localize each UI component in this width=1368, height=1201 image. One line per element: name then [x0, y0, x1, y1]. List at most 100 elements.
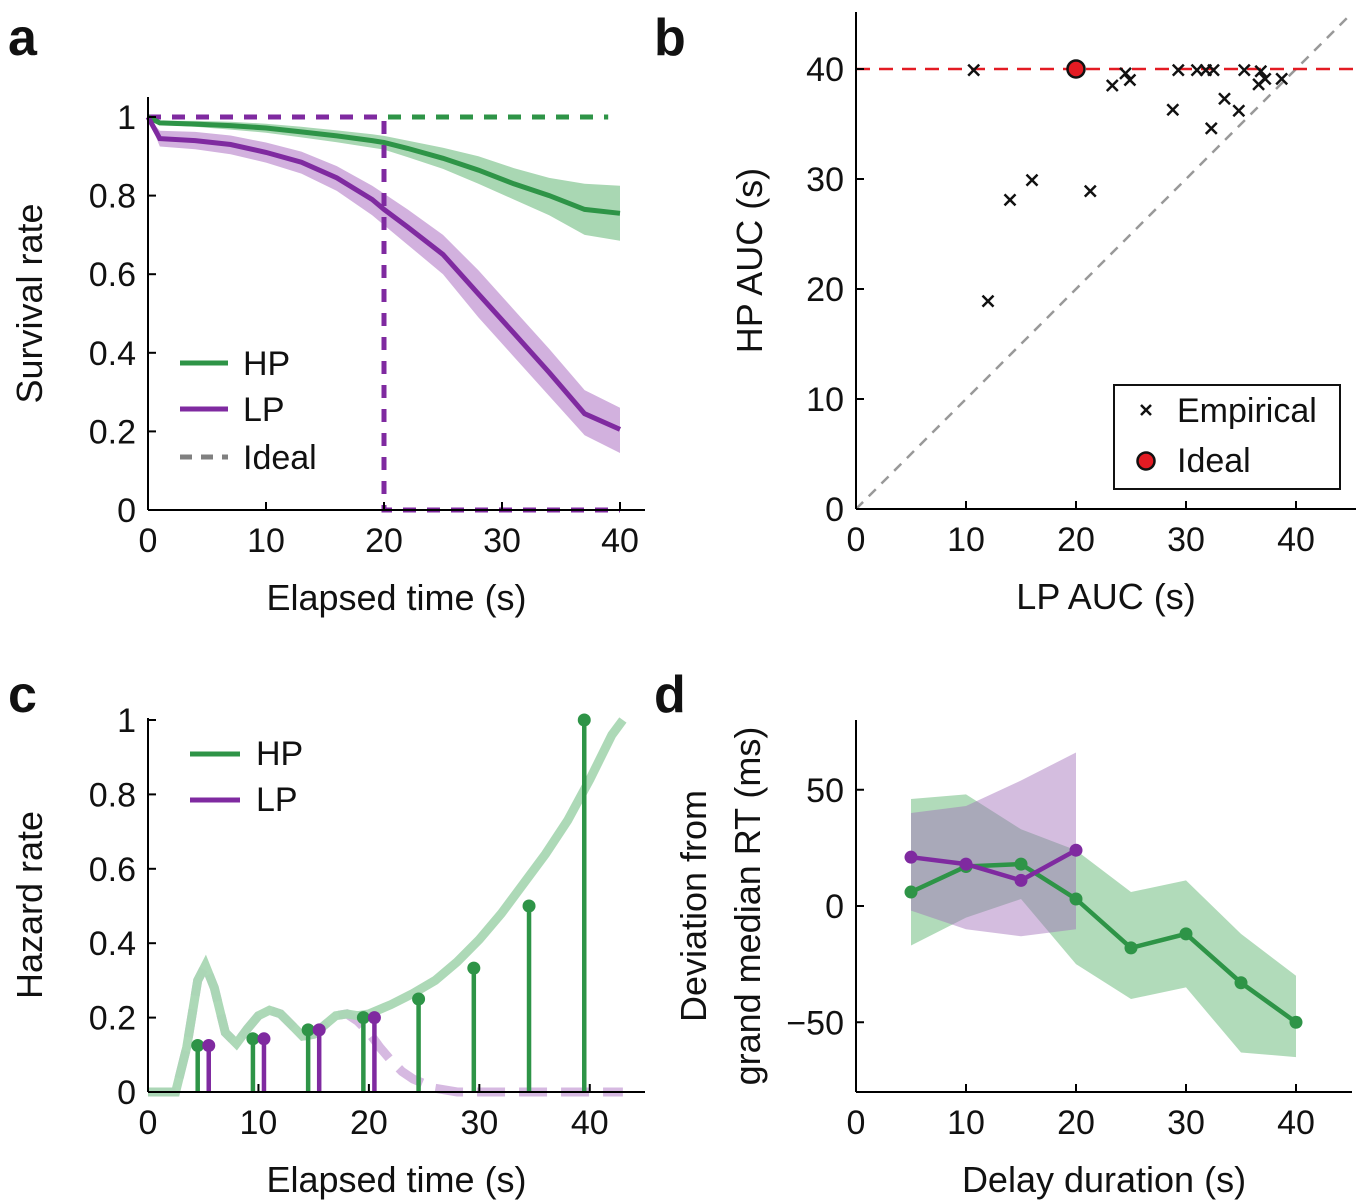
x-tick-label: 40 [1277, 1104, 1315, 1142]
deviation-rt-chart: 0 10 20 30 40 −50 0 50 Delay duration (s) Deviati… [673, 720, 1352, 1200]
empirical-point [1123, 73, 1137, 87]
x-tick-label: 10 [947, 521, 985, 559]
y-tick-label: 10 [806, 381, 844, 419]
lp-point [904, 850, 918, 864]
survival-rate-chart: 0 10 20 30 40 0 0.2 0.4 0.6 0.8 1 Elapsed time (s) S… [9, 97, 645, 618]
legend: HP LP [190, 735, 303, 819]
y-tick-label: 0 [117, 1074, 136, 1112]
hp-point [1179, 927, 1193, 941]
hp-stem-marker [301, 1023, 315, 1037]
x-tick-label: 0 [139, 522, 158, 560]
y-tick-label: 0.4 [89, 335, 136, 373]
y-axis-title: Hazard rate [9, 811, 50, 999]
y-tick-label: 0 [825, 491, 844, 529]
lp-stem-marker [257, 1032, 271, 1046]
empirical-point [1232, 104, 1246, 118]
legend-label: LP [243, 391, 285, 429]
empirical-point [1025, 173, 1039, 187]
y-tick-label: −50 [786, 1004, 844, 1042]
hp-stem-marker [467, 961, 481, 975]
lp-confidence-band [148, 117, 620, 453]
hp-point [1069, 892, 1083, 906]
legend-box [1113, 384, 1341, 490]
x-tick-label: 0 [139, 1104, 158, 1142]
lp-stem-marker [312, 1023, 326, 1037]
y-axis-title-line1: Deviation from [673, 790, 714, 1022]
lp-point [1069, 843, 1083, 857]
hp-stem-marker [246, 1032, 260, 1046]
panel-label-b: b [654, 9, 686, 67]
lp-smoothed-hazard [148, 954, 623, 1097]
x-tick-label: 20 [1057, 521, 1095, 559]
legend: HP LP Ideal [180, 345, 317, 477]
panel-label-a: a [8, 9, 38, 67]
y-tick-label: 0.2 [89, 413, 136, 451]
x-axis-title: Elapsed time (s) [266, 577, 526, 618]
y-tick-label: 0.2 [89, 1000, 136, 1038]
empirical-point [1237, 63, 1251, 77]
empirical-point [1258, 72, 1272, 86]
empirical-point [1105, 79, 1119, 92]
legend-swatch [1140, 404, 1152, 416]
ideal-point [1066, 59, 1086, 79]
panel-label-c: c [8, 666, 37, 724]
lp-stem-marker [202, 1039, 216, 1052]
x-tick-label: 30 [1167, 1104, 1205, 1142]
y-tick-label: 50 [806, 772, 844, 810]
hp-point [1014, 857, 1028, 871]
x-tick-label: 0 [847, 1104, 866, 1142]
empirical-point [1171, 63, 1185, 77]
panel-label-d: d [654, 666, 686, 724]
y-tick-label: 0.4 [89, 925, 136, 963]
hazard-rate-chart: 0 10 20 30 40 0 0.2 0.4 0.6 0.8 1 Elapsed time (s) H… [9, 702, 645, 1200]
hp-stem-marker [191, 1039, 205, 1052]
hp-point [1289, 1015, 1303, 1029]
y-tick-label: 0.6 [89, 851, 136, 889]
lp-ideal-line [148, 114, 620, 513]
legend-label: Ideal [243, 439, 317, 477]
empirical-point [1119, 67, 1132, 80]
lp-point [1014, 873, 1028, 887]
legend-label: HP [243, 345, 290, 383]
legend-label: Empirical [1177, 392, 1317, 430]
x-tick-label: 40 [571, 1104, 609, 1142]
y-axis-title: HP AUC (s) [729, 168, 770, 353]
y-tick-label: 0.8 [89, 776, 136, 814]
y-tick-label: 40 [806, 51, 844, 89]
y-tick-label: 0.6 [89, 256, 136, 294]
x-axis-title: Elapsed time (s) [266, 1159, 526, 1200]
x-tick-label: 40 [601, 522, 639, 560]
x-axis-title: LP AUC (s) [1016, 576, 1195, 617]
y-tick-label: 0.8 [89, 178, 136, 216]
auc-scatter-chart: 0 10 20 30 40 0 10 20 30 40 LP AUC (s) HP AUC (s) Em… [729, 12, 1358, 617]
empirical-point [1275, 72, 1289, 86]
x-tick-label: 30 [460, 1104, 498, 1142]
empirical-point [1254, 64, 1268, 78]
y-axis-title-line2: grand median RT (ms) [727, 727, 768, 1086]
y-tick-label: 0 [825, 888, 844, 926]
x-tick-label: 10 [947, 1104, 985, 1142]
hp-stem-marker [577, 713, 591, 727]
empirical-point [981, 294, 995, 308]
x-tick-label: 30 [483, 522, 521, 560]
hp-stem-marker [412, 992, 426, 1006]
hp-stem-marker [356, 1011, 370, 1025]
x-tick-label: 10 [247, 522, 285, 560]
empirical-point [1003, 193, 1017, 207]
x-tick-label: 20 [365, 522, 403, 560]
x-tick-label: 20 [350, 1104, 388, 1142]
legend-label: HP [256, 735, 303, 773]
y-tick-label: 30 [806, 161, 844, 199]
empirical-point [1218, 92, 1231, 106]
x-tick-label: 0 [847, 521, 866, 559]
y-axis-title: Survival rate [9, 203, 50, 403]
empirical-point [1166, 103, 1180, 117]
identity-diagonal [855, 13, 1352, 510]
empirical-point [1083, 184, 1097, 198]
x-tick-label: 40 [1277, 521, 1315, 559]
legend-label: LP [256, 781, 298, 819]
x-tick-label: 30 [1167, 521, 1205, 559]
hp-smoothed-hazard [148, 717, 627, 1097]
y-tick-label: 1 [117, 99, 136, 137]
